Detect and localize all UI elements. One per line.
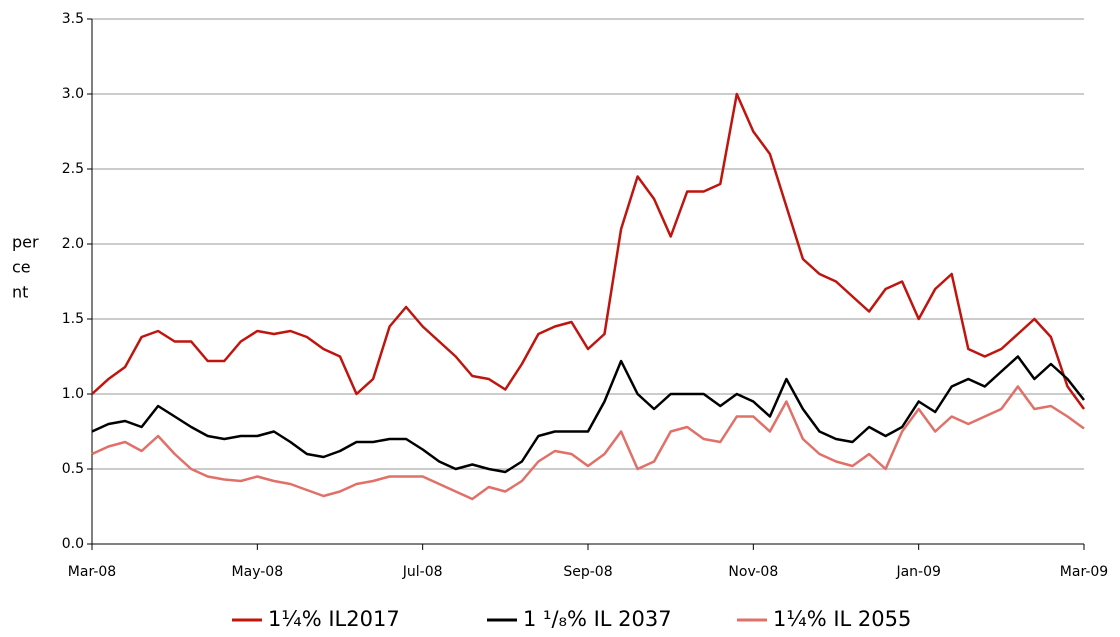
legend-label: 1¼% IL 2055 xyxy=(773,607,911,631)
y-tick-label: 3.5 xyxy=(62,11,84,27)
y-tick-label: 1.0 xyxy=(62,386,84,402)
x-tick-label: Mar-08 xyxy=(68,564,116,580)
legend-label: 1 ¹/₈% IL 2037 xyxy=(523,607,672,631)
legend-label: 1¼% IL2017 xyxy=(268,607,400,631)
y-axis-label: per xyxy=(12,233,39,252)
series-line xyxy=(91,92,1086,410)
x-tick-label: Nov-08 xyxy=(728,564,778,580)
y-axis-label: ce xyxy=(12,258,31,277)
x-tick-label: Mar-09 xyxy=(1060,564,1108,580)
series-line xyxy=(91,385,1085,501)
x-tick-label: Jan-09 xyxy=(895,564,940,580)
y-tick-label: 2.5 xyxy=(62,161,84,177)
x-tick-label: May-08 xyxy=(232,564,284,580)
series-line xyxy=(91,355,1085,474)
x-tick-label: Sep-08 xyxy=(563,564,612,580)
y-tick-label: 2.0 xyxy=(62,236,84,252)
x-tick-label: Jul-08 xyxy=(402,564,443,580)
y-axis-label: nt xyxy=(12,283,28,302)
y-tick-label: 1.5 xyxy=(62,311,84,327)
y-tick-label: 0.5 xyxy=(62,461,84,477)
y-tick-label: 3.0 xyxy=(62,86,84,102)
y-tick-label: 0.0 xyxy=(62,536,84,552)
